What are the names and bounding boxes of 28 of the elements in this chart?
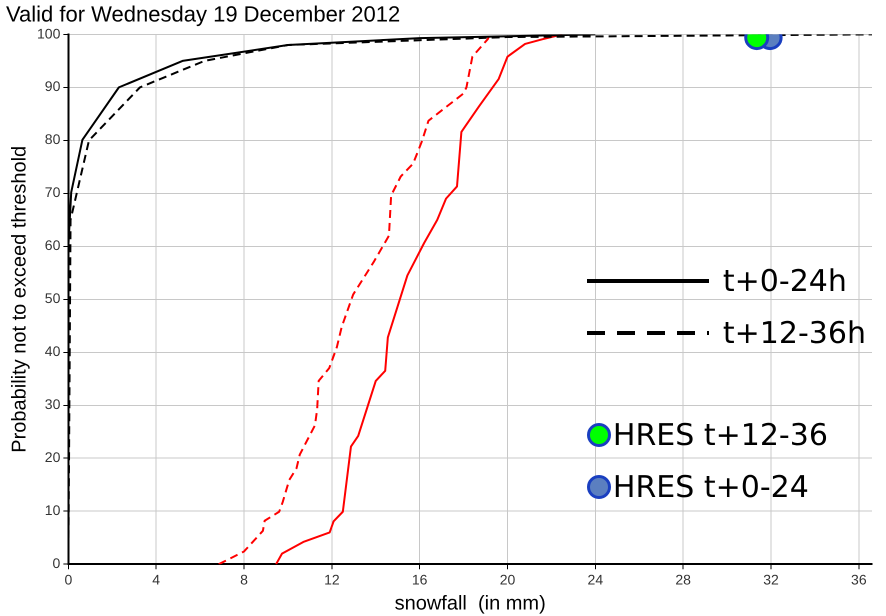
x-tick-label: 0 bbox=[64, 571, 72, 588]
x-tick-label: 16 bbox=[412, 571, 428, 588]
y-tick-label: 10 bbox=[44, 502, 61, 518]
y-tick-label: 30 bbox=[44, 396, 61, 412]
y-tick-label: 70 bbox=[44, 184, 61, 200]
y-tick-label: 90 bbox=[44, 78, 61, 94]
y-tick-label: 100 bbox=[37, 25, 61, 42]
legend-label: t+0-24h bbox=[722, 264, 847, 298]
x-axis-title: snowfall (in mm) bbox=[394, 592, 546, 615]
legend-label: t+12-36h bbox=[722, 316, 866, 350]
y-tick-label: 80 bbox=[44, 131, 61, 148]
chart-title: Valid for Wednesday 19 December 2012 bbox=[6, 1, 400, 26]
y-tick-label: 60 bbox=[44, 237, 61, 254]
y-tick-label: 50 bbox=[44, 290, 61, 306]
x-tick-label: 4 bbox=[152, 571, 160, 588]
legend-label: HRES t+0-24 bbox=[612, 470, 809, 504]
x-tick-label: 36 bbox=[851, 571, 867, 588]
x-tick-label: 32 bbox=[763, 571, 779, 588]
x-tick-label: 12 bbox=[324, 571, 340, 588]
y-tick-label: 20 bbox=[44, 449, 61, 466]
y-tick-label: 40 bbox=[44, 343, 61, 360]
legend-label: HRES t+12-36 bbox=[612, 418, 828, 452]
y-tick-label: 0 bbox=[52, 555, 61, 572]
x-tick-label: 24 bbox=[588, 571, 604, 588]
x-tick-label: 20 bbox=[500, 571, 516, 588]
x-tick-label: 8 bbox=[240, 571, 248, 588]
x-tick-label: 28 bbox=[675, 571, 692, 588]
y-axis-title: Probability not to exceed threshold bbox=[8, 146, 31, 453]
